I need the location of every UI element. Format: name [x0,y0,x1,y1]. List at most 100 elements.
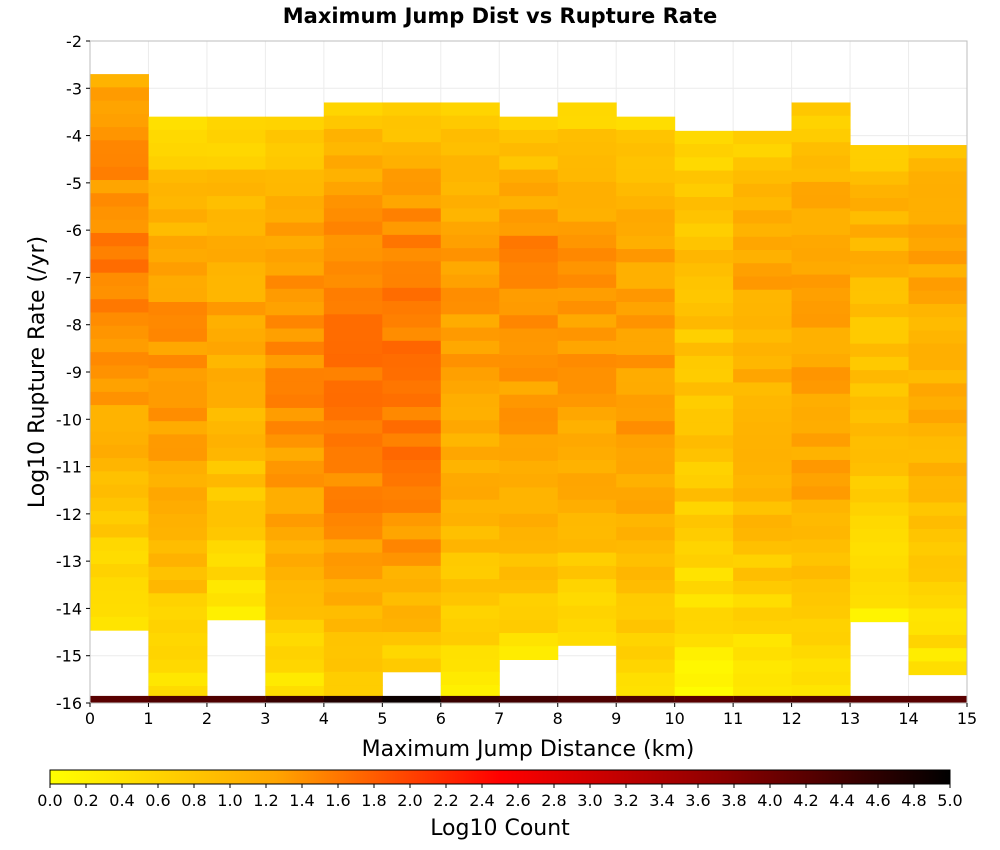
colorbar-tick-label: 1.2 [253,791,278,810]
x-tick-label: 3 [260,709,270,728]
heatmap-cell [440,380,500,395]
heatmap-cell [265,341,325,356]
heatmap-cell [557,420,617,434]
heatmap-cell [674,660,734,675]
heatmap-cell [382,287,442,302]
heatmap-cell [674,355,734,370]
heatmap-cell [908,396,968,411]
heatmap-cell [674,673,734,688]
heatmap-cell [206,182,266,197]
heatmap-cell [382,605,442,620]
heatmap-cell [440,552,500,567]
heatmap-cell [382,181,442,196]
heatmap-cell [323,155,383,170]
heatmap-cell [908,370,968,384]
heatmap-cell [908,303,968,318]
heatmap-cell [850,317,910,331]
heatmap-cell [440,393,500,408]
heatmap-cell [148,566,208,581]
heatmap-cell [323,195,383,209]
heatmap-cell [148,315,208,329]
heatmap-cell [733,329,793,344]
heatmap-cell [440,446,500,461]
heatmap-cell [791,618,851,633]
heatmap-cell [557,340,617,355]
heatmap-cell [791,274,851,289]
heatmap-cell [499,169,559,184]
heatmap-cell [674,250,734,264]
heatmap-cell [616,354,676,369]
y-tick-label: -7 [66,268,82,287]
x-tick-label: 13 [840,709,860,728]
heatmap-cell [90,259,149,274]
heatmap-cell [616,394,676,409]
heatmap-cell [850,476,910,490]
heatmap-cell [557,354,617,368]
heatmap-cell [557,618,617,633]
heatmap-cell [206,500,266,515]
colorbar-tick-label: 1.8 [361,791,386,810]
colorbar-tick-label: 4.8 [901,791,926,810]
heatmap-cell [850,555,910,570]
heatmap-cell [440,195,500,209]
heatmap-cell [265,619,325,634]
heatmap-cell [382,155,442,170]
heatmap-cell [265,222,325,237]
heatmap-cell [90,511,149,525]
heatmap-cell [557,301,617,315]
heatmap-cell [557,155,617,170]
heatmap-cell [791,579,851,593]
heatmap-cell [557,539,617,554]
heatmap-cell [850,356,910,371]
heatmap-cell [908,197,968,212]
heatmap-cell [323,248,383,262]
y-tick-label: -2 [66,32,82,51]
heatmap-cell [616,302,676,316]
x-tick-label: 4 [319,709,329,728]
heatmap-cell [323,618,383,633]
heatmap-cell [616,646,676,660]
x-tick-label: 15 [957,709,977,728]
heatmap-cell [440,685,500,699]
heatmap-cell [499,633,559,647]
heatmap-cell [148,460,208,475]
heatmap-cell [440,367,500,382]
heatmap-cell [791,367,851,382]
heatmap-cell [499,381,559,396]
heatmap-cell [206,527,266,541]
heatmap-cell [557,102,617,117]
heatmap-cell [499,447,559,462]
heatmap-cell [265,500,325,515]
colorbar-tick-label: 0.0 [37,791,62,810]
heatmap-cell [674,210,734,225]
heatmap-cell [674,170,734,185]
y-tick-label: -3 [66,79,82,98]
y-tick-label: -12 [56,505,82,524]
heatmap-cell [440,115,500,130]
heatmap-cell [90,537,149,552]
heatmap-cell [499,540,559,555]
heatmap-cell [265,209,325,224]
y-axis-ticks: -16 -15 -14 -13 -12 -11 -10 -9 -8 -7 -6 -5 -4 -3 -2 [56,32,90,713]
heatmap-cell [733,395,793,410]
heatmap-cell [323,367,383,382]
colorbar-tick-label: 4.2 [793,791,818,810]
heatmap-cell [382,393,442,408]
heatmap-cell [850,250,910,265]
heatmap-cell [90,272,149,287]
heatmap-cell [733,263,793,277]
heatmap-cell [148,553,208,568]
heatmap-cell [674,422,734,436]
heatmap-cell [499,116,559,131]
heatmap-cell [557,261,617,276]
heatmap-cell [733,435,793,450]
heatmap-cell [850,502,910,517]
colorbar-tick-label: 4.0 [757,791,782,810]
heatmap-cell [382,473,442,487]
heatmap-cell [440,618,500,633]
heatmap-cell [323,526,383,540]
heatmap-cell [90,365,149,380]
heatmap-cell [382,565,442,580]
heatmap-cell [733,130,793,145]
